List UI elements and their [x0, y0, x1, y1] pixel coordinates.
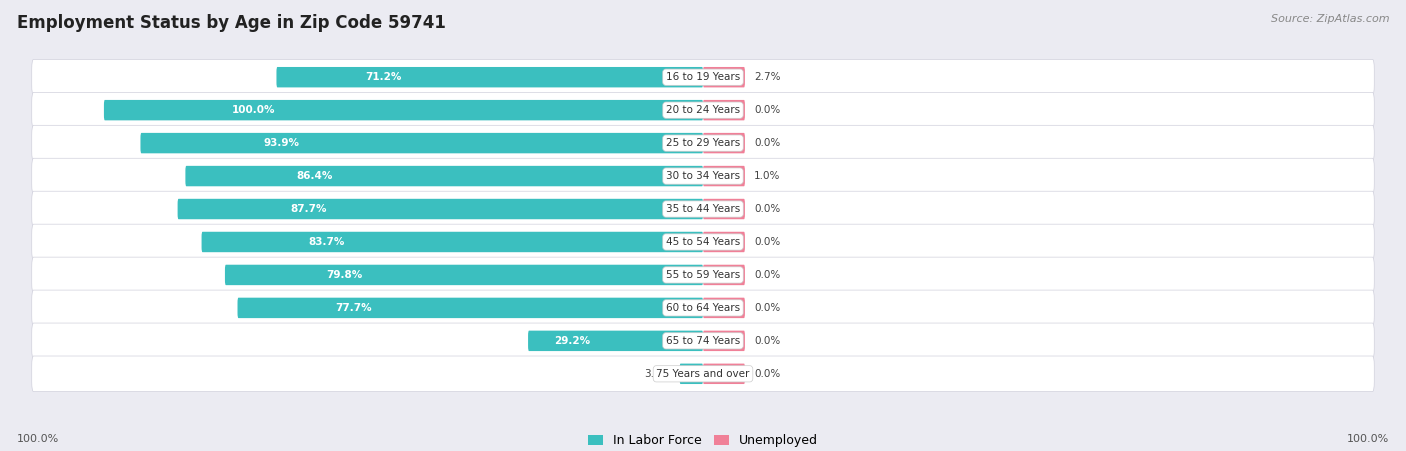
- Text: Source: ZipAtlas.com: Source: ZipAtlas.com: [1271, 14, 1389, 23]
- Text: 60 to 64 Years: 60 to 64 Years: [666, 303, 740, 313]
- Text: 100.0%: 100.0%: [17, 434, 59, 444]
- FancyBboxPatch shape: [32, 224, 1374, 260]
- Text: 100.0%: 100.0%: [232, 105, 276, 115]
- Text: 29.2%: 29.2%: [554, 336, 591, 346]
- Text: 87.7%: 87.7%: [291, 204, 328, 214]
- Text: 0.0%: 0.0%: [754, 138, 780, 148]
- Text: 20 to 24 Years: 20 to 24 Years: [666, 105, 740, 115]
- FancyBboxPatch shape: [703, 265, 745, 285]
- Text: 65 to 74 Years: 65 to 74 Years: [666, 336, 740, 346]
- FancyBboxPatch shape: [703, 298, 745, 318]
- Text: 30 to 34 Years: 30 to 34 Years: [666, 171, 740, 181]
- FancyBboxPatch shape: [703, 232, 745, 252]
- FancyBboxPatch shape: [32, 92, 1374, 128]
- Text: 79.8%: 79.8%: [326, 270, 363, 280]
- FancyBboxPatch shape: [703, 364, 745, 384]
- FancyBboxPatch shape: [277, 67, 703, 87]
- FancyBboxPatch shape: [238, 298, 703, 318]
- Text: 55 to 59 Years: 55 to 59 Years: [666, 270, 740, 280]
- FancyBboxPatch shape: [186, 166, 703, 186]
- FancyBboxPatch shape: [703, 331, 745, 351]
- Legend: In Labor Force, Unemployed: In Labor Force, Unemployed: [583, 429, 823, 451]
- FancyBboxPatch shape: [679, 364, 703, 384]
- Text: 0.0%: 0.0%: [754, 105, 780, 115]
- Text: 1.0%: 1.0%: [754, 171, 780, 181]
- FancyBboxPatch shape: [32, 356, 1374, 391]
- Text: 75 Years and over: 75 Years and over: [657, 369, 749, 379]
- Text: 35 to 44 Years: 35 to 44 Years: [666, 204, 740, 214]
- Text: 100.0%: 100.0%: [1347, 434, 1389, 444]
- FancyBboxPatch shape: [32, 60, 1374, 95]
- Text: 0.0%: 0.0%: [754, 237, 780, 247]
- Text: 93.9%: 93.9%: [263, 138, 299, 148]
- Text: 0.0%: 0.0%: [754, 336, 780, 346]
- FancyBboxPatch shape: [32, 158, 1374, 194]
- Text: 25 to 29 Years: 25 to 29 Years: [666, 138, 740, 148]
- Text: Employment Status by Age in Zip Code 59741: Employment Status by Age in Zip Code 597…: [17, 14, 446, 32]
- FancyBboxPatch shape: [104, 100, 703, 120]
- FancyBboxPatch shape: [32, 290, 1374, 326]
- Text: 3.9%: 3.9%: [644, 369, 671, 379]
- FancyBboxPatch shape: [201, 232, 703, 252]
- Text: 0.0%: 0.0%: [754, 369, 780, 379]
- FancyBboxPatch shape: [703, 100, 745, 120]
- Text: 0.0%: 0.0%: [754, 303, 780, 313]
- FancyBboxPatch shape: [703, 166, 745, 186]
- Text: 86.4%: 86.4%: [297, 171, 333, 181]
- FancyBboxPatch shape: [703, 199, 745, 219]
- Text: 16 to 19 Years: 16 to 19 Years: [666, 72, 740, 82]
- FancyBboxPatch shape: [177, 199, 703, 219]
- FancyBboxPatch shape: [32, 257, 1374, 293]
- Text: 45 to 54 Years: 45 to 54 Years: [666, 237, 740, 247]
- FancyBboxPatch shape: [703, 133, 745, 153]
- FancyBboxPatch shape: [32, 125, 1374, 161]
- Text: 83.7%: 83.7%: [309, 237, 344, 247]
- FancyBboxPatch shape: [703, 67, 745, 87]
- Text: 2.7%: 2.7%: [754, 72, 780, 82]
- Text: 0.0%: 0.0%: [754, 270, 780, 280]
- FancyBboxPatch shape: [32, 191, 1374, 227]
- Text: 71.2%: 71.2%: [366, 72, 401, 82]
- FancyBboxPatch shape: [225, 265, 703, 285]
- Text: 0.0%: 0.0%: [754, 204, 780, 214]
- FancyBboxPatch shape: [529, 331, 703, 351]
- FancyBboxPatch shape: [141, 133, 703, 153]
- Text: 77.7%: 77.7%: [336, 303, 373, 313]
- FancyBboxPatch shape: [32, 323, 1374, 359]
